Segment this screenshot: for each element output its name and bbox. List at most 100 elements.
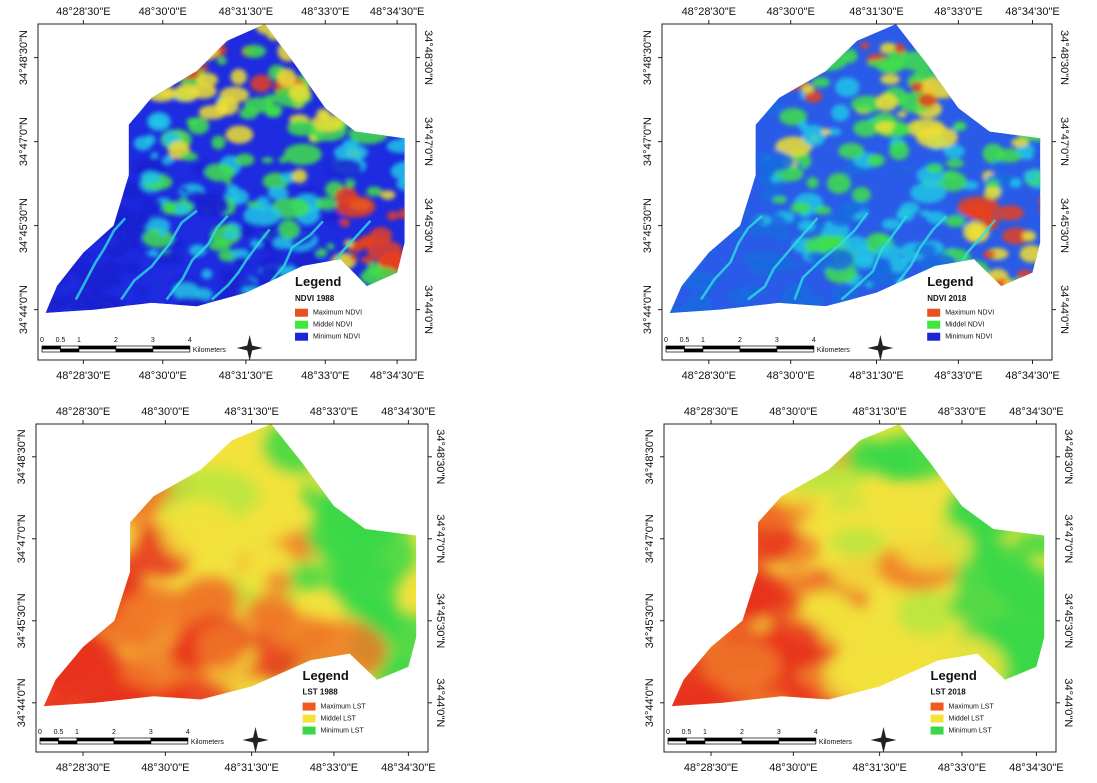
raster-blob [695, 196, 716, 209]
raster-blob [65, 230, 80, 243]
raster-blob [353, 319, 371, 334]
raster-blob [1007, 302, 1019, 311]
raster-blob [700, 45, 724, 61]
scale-segment [58, 738, 76, 741]
longitude-label: 48°33'0"E [934, 6, 982, 18]
raster-blob [250, 75, 271, 93]
raster-blob [330, 348, 358, 363]
raster-blob [345, 26, 374, 46]
raster-blob [823, 249, 854, 271]
raster-blob [985, 495, 1030, 529]
raster-blob [1002, 33, 1014, 44]
raster-blob [766, 328, 774, 334]
raster-blob [784, 443, 838, 493]
raster-blob [682, 143, 702, 158]
legend-label: Maximum NDVI [945, 310, 994, 317]
raster-blob [650, 450, 726, 512]
scale-label: 1 [701, 337, 705, 344]
latitude-label: 34°44'0"N [422, 285, 434, 334]
longitude-label: 48°34'30"E [1005, 6, 1059, 18]
raster-blob [73, 96, 90, 107]
raster-blob [935, 43, 952, 52]
latitude-label: 34°48'30"N [644, 429, 656, 484]
raster-blob [255, 293, 270, 301]
raster-blob [1018, 107, 1047, 126]
raster-blob [663, 306, 695, 326]
raster-blob [702, 64, 712, 71]
raster-blob [373, 306, 392, 317]
raster-blob [762, 18, 784, 36]
raster-blob [256, 327, 285, 347]
scale-segment [79, 349, 116, 352]
scale-segment [777, 346, 814, 349]
raster-blob [90, 171, 120, 188]
scale-segment [116, 346, 153, 349]
raster-blob [84, 289, 107, 309]
raster-blob [252, 340, 263, 346]
raster-blob [710, 33, 722, 41]
raster-blob [110, 106, 134, 124]
raster-blob [774, 68, 790, 78]
raster-blob [266, 281, 284, 297]
raster-blob [682, 180, 705, 199]
raster-blob [56, 313, 90, 333]
raster-blob [49, 166, 57, 172]
raster-blob [895, 286, 913, 295]
raster-blob [1032, 90, 1041, 96]
raster-blob [385, 311, 422, 332]
latitude-label: 34°47'0"N [1062, 514, 1074, 563]
raster-blob [1018, 685, 1054, 711]
raster-blob [709, 199, 748, 219]
raster-blob [44, 48, 54, 54]
raster-blob [387, 298, 415, 315]
raster-blob [737, 690, 794, 737]
raster-blob [811, 44, 833, 57]
raster-blob [23, 496, 101, 538]
scale-label: 4 [186, 729, 190, 736]
map-panel: 48°28'30"E48°28'30"E48°30'0"E48°30'0"E48… [618, 406, 1087, 774]
longitude-label: 48°30'0"E [139, 370, 187, 382]
raster-blob [176, 520, 238, 551]
raster-blob [1038, 331, 1051, 344]
legend-subtitle: NDVI 2018 [927, 294, 967, 303]
raster-blob [798, 121, 808, 131]
raster-blob [166, 57, 176, 67]
scale-segment [705, 738, 742, 741]
raster-blob [724, 187, 736, 193]
raster-blob [309, 135, 315, 141]
raster-blob [329, 431, 365, 454]
scale-label: 3 [777, 729, 781, 736]
raster-blob [359, 305, 382, 317]
raster-blob [984, 187, 1002, 199]
raster-blob [279, 156, 288, 163]
raster-blob [335, 187, 358, 204]
raster-blob [897, 590, 957, 636]
raster-blob [867, 154, 885, 167]
raster-blob [771, 175, 782, 183]
raster-blob [934, 25, 944, 32]
raster-blob [113, 45, 124, 52]
latitude-label: 34°45'30"N [16, 593, 28, 648]
raster-blob [268, 709, 302, 730]
raster-blob [999, 44, 1027, 59]
raster-blob [180, 187, 188, 194]
raster-blob [863, 304, 886, 324]
raster-blob [756, 73, 783, 90]
raster-blob [824, 654, 915, 707]
raster-blob [678, 40, 698, 58]
raster-blob [147, 112, 171, 131]
raster-blob [982, 214, 1001, 224]
latitude-label: 34°45'30"N [1062, 593, 1074, 648]
scale-label: 1 [703, 729, 707, 736]
raster-blob [353, 291, 370, 304]
scale-label: 0.5 [680, 337, 690, 344]
legend-label: Middel LST [949, 715, 985, 722]
raster-blob [768, 455, 802, 479]
raster-blob [711, 115, 735, 133]
raster-blob [243, 45, 266, 58]
raster-blob [316, 248, 327, 257]
raster-blob [994, 67, 1006, 78]
raster-blob [121, 312, 146, 329]
raster-blob [380, 25, 395, 39]
raster-blob [76, 164, 88, 170]
